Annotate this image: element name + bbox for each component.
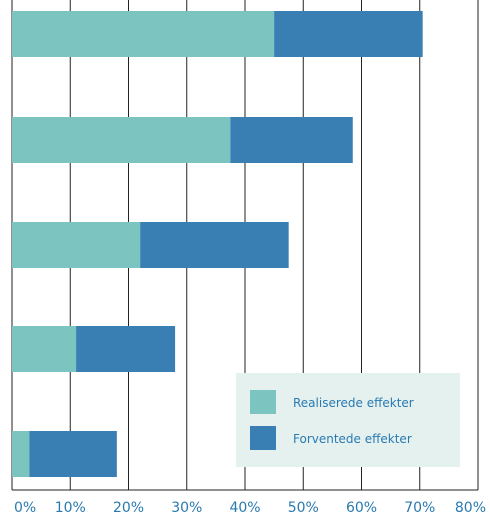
bar-2-realiserede [12, 117, 231, 163]
bar-3-realiserede [12, 222, 141, 268]
tick-label-50: 50% [288, 500, 319, 516]
bars [12, 11, 423, 477]
legend-label-forventede: Forventede effekter [293, 432, 412, 446]
legend: Realiserede effekter Forventede effekter [236, 373, 460, 467]
bar-1-realiserede [12, 11, 275, 57]
legend-label-realiserede: Realiserede effekter [293, 396, 414, 410]
legend-background [236, 373, 460, 467]
tick-label-60: 60% [346, 500, 377, 516]
tick-label-20: 20% [113, 500, 144, 516]
tick-label-70: 70% [404, 500, 435, 516]
bar-3-forventede [140, 222, 289, 268]
tick-label-0: 0% [14, 500, 36, 516]
tick-label-40: 40% [229, 500, 260, 516]
bar-5-forventede [29, 431, 117, 477]
tick-label-30: 30% [171, 500, 202, 516]
tick-label-80: 80% [455, 500, 486, 516]
x-axis-tick-labels: 0% 10% 20% 30% 40% 50% 60% 70% 80% [14, 500, 486, 516]
bar-4-realiserede [12, 326, 77, 372]
bar-5-realiserede [12, 431, 30, 477]
tick-label-10: 10% [55, 500, 86, 516]
legend-swatch-realiserede [250, 390, 276, 414]
legend-swatch-forventede [250, 426, 276, 450]
bar-1-forventede [274, 11, 423, 57]
bar-4-forventede [76, 326, 176, 372]
bar-2-forventede [230, 117, 353, 163]
